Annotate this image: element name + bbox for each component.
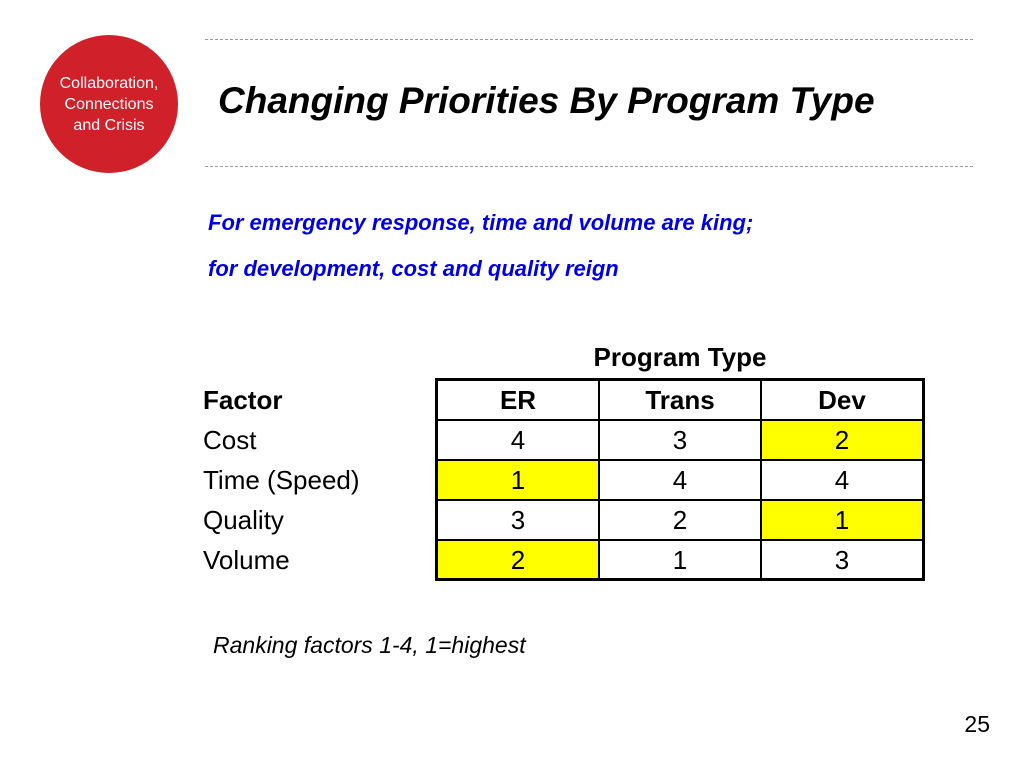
table-cell: 1 — [598, 539, 762, 581]
page-number: 25 — [964, 711, 990, 737]
factor-column: Factor Cost Time (Speed) Quality Volume — [203, 380, 360, 580]
factor-quality: Quality — [203, 505, 284, 535]
factor-header: Factor — [203, 385, 283, 415]
table-cell: 1 — [436, 459, 600, 501]
table-header-row: ER Trans Dev — [436, 379, 924, 421]
column-header-er: ER — [436, 379, 600, 421]
table-cell: 4 — [598, 459, 762, 501]
subtitle-line-2: for development, cost and quality reign — [208, 256, 619, 281]
table-cell: 2 — [760, 419, 924, 461]
subtitle-line-1: For emergency response, time and volume … — [208, 210, 754, 235]
title-divider — [205, 166, 973, 167]
program-type-header: Program Type — [593, 342, 767, 372]
column-header-dev: Dev — [760, 379, 924, 421]
column-header-trans: Trans — [598, 379, 762, 421]
table-row: 1 4 4 — [436, 459, 924, 501]
logo-line-3: and Crisis — [73, 116, 145, 134]
slide-title: Changing Priorities By Program Type — [218, 80, 875, 121]
factor-volume: Volume — [203, 545, 290, 575]
top-divider — [205, 39, 973, 40]
slide-subtitle: For emergency response, time and volume … — [208, 200, 753, 292]
table-row: 2 1 3 — [436, 539, 924, 581]
logo-line-1: Collaboration, — [59, 74, 159, 92]
factor-time-speed: Time (Speed) — [203, 465, 360, 495]
table-row: 4 3 2 — [436, 419, 924, 461]
logo-line-2: Connections — [64, 95, 154, 113]
ranking-note: Ranking factors 1-4, 1=highest — [213, 632, 526, 658]
factor-cost: Cost — [203, 425, 257, 455]
table-cell: 1 — [760, 499, 924, 541]
collaboration-logo: Collaboration, Connections and Crisis — [40, 35, 178, 173]
table-cell: 3 — [760, 539, 924, 581]
table-cell: 3 — [598, 419, 762, 461]
table-row: 3 2 1 — [436, 499, 924, 541]
table-cell: 2 — [598, 499, 762, 541]
table-cell: 2 — [436, 539, 600, 581]
table-cell: 4 — [436, 419, 600, 461]
table-cell: 4 — [760, 459, 924, 501]
ranking-table: ER Trans Dev 4 3 2 1 4 4 3 2 1 2 1 3 — [436, 379, 924, 581]
table-cell: 3 — [436, 499, 600, 541]
